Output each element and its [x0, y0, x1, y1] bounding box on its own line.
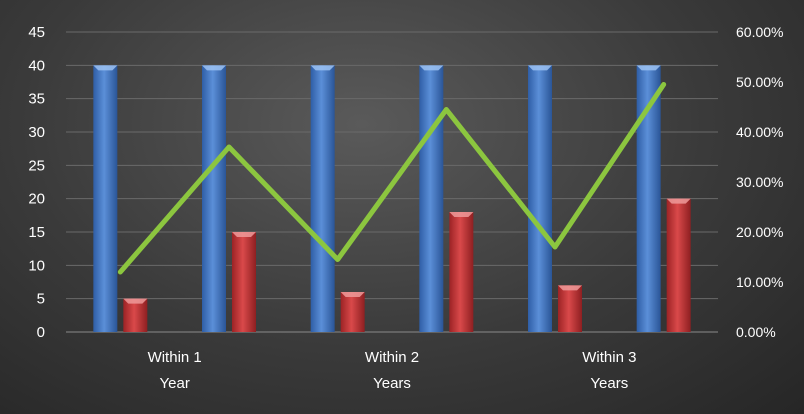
category-axis: Within 1 Year Within 2 Years Within 3 Years	[148, 349, 637, 392]
y-right-tick-label: 50.00%	[736, 74, 783, 90]
bar-blue-cap	[528, 65, 552, 71]
bar-red	[232, 232, 256, 332]
bar-red	[558, 285, 582, 332]
bar-blue	[528, 65, 552, 332]
bar-red-cap	[666, 198, 691, 204]
y-right-tick-label: 60.00%	[736, 24, 783, 40]
right-axis: 0.00% 10.00% 20.00% 30.00% 40.00% 50.00% 60.00…	[736, 24, 783, 340]
bar-blue-cap	[310, 65, 335, 71]
left-axis: 0 5 10 15 20 25 30 35 40 45	[28, 24, 45, 341]
bar-red-cap	[123, 298, 148, 304]
bar-red-cap	[558, 285, 582, 291]
y-left-tick-label: 35	[28, 91, 45, 108]
bar-red	[449, 212, 474, 332]
bar-red-cap	[232, 232, 256, 237]
y-left-tick-label: 0	[37, 324, 45, 341]
line-series-path	[117, 82, 667, 275]
bar-blue	[419, 65, 444, 332]
y-left-tick-label: 15	[28, 224, 45, 241]
y-right-tick-label: 30.00%	[736, 174, 783, 190]
bar-blue	[93, 65, 118, 332]
category-label: Within 2 Years	[365, 349, 419, 392]
y-right-tick-label: 40.00%	[736, 124, 783, 140]
y-right-tick-label: 10.00%	[736, 274, 783, 290]
y-left-tick-label: 40	[28, 57, 45, 74]
bars	[93, 65, 691, 332]
y-right-tick-label: 20.00%	[736, 224, 783, 240]
y-left-tick-label: 45	[28, 24, 45, 41]
bar-blue-cap	[202, 65, 226, 71]
bar-blue-cap	[636, 65, 661, 71]
y-left-tick-label: 10	[28, 257, 45, 274]
line-series	[117, 82, 667, 275]
y-left-tick-label: 5	[37, 291, 45, 308]
bar-blue-cap	[419, 65, 444, 71]
y-left-tick-label: 20	[28, 191, 45, 208]
gridlines	[66, 31, 718, 333]
category-label: Within 1 Year	[148, 349, 202, 392]
bar-blue	[310, 65, 335, 332]
y-right-tick-label: 0.00%	[736, 324, 776, 340]
category-label: Within 3 Years	[582, 349, 636, 392]
bar-red-cap	[340, 292, 365, 297]
bar-red	[123, 298, 148, 332]
bar-red	[340, 292, 365, 332]
bar-red-cap	[449, 212, 474, 217]
bar-blue-cap	[93, 65, 118, 71]
y-left-tick-label: 25	[28, 157, 45, 174]
bar-blue	[202, 65, 226, 332]
y-left-tick-label: 30	[28, 124, 45, 141]
bar-red	[666, 198, 691, 332]
